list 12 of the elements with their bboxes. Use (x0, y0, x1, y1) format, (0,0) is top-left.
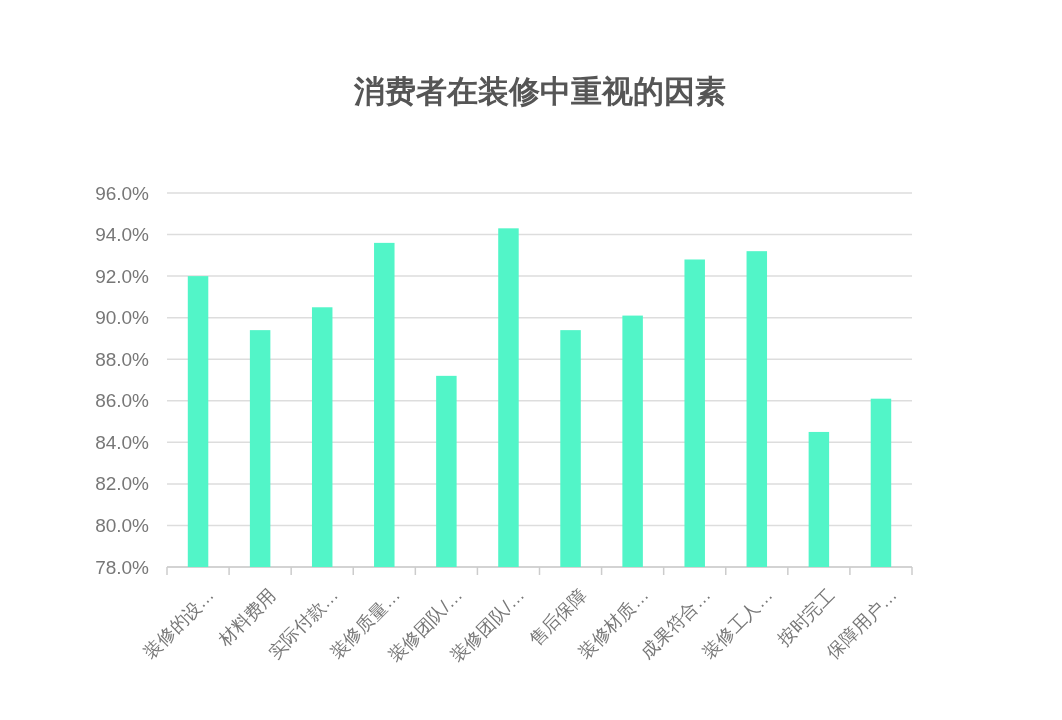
y-tick-label: 80.0% (95, 514, 150, 536)
y-tick-label: 90.0% (95, 307, 150, 329)
y-tick-label: 82.0% (95, 473, 150, 495)
y-tick-label: 96.0% (95, 182, 150, 204)
y-tick-label: 86.0% (95, 390, 150, 412)
y-tick-label: 78.0% (95, 556, 150, 578)
y-tick-label: 84.0% (95, 431, 150, 453)
y-tick-label: 92.0% (95, 265, 150, 287)
y-tick-label: 88.0% (95, 348, 150, 370)
y-tick-label: 94.0% (95, 224, 150, 246)
chart-title: 消费者在装修中重视的因素 (352, 74, 726, 109)
x-tick-label: 装修的设… (140, 584, 218, 663)
